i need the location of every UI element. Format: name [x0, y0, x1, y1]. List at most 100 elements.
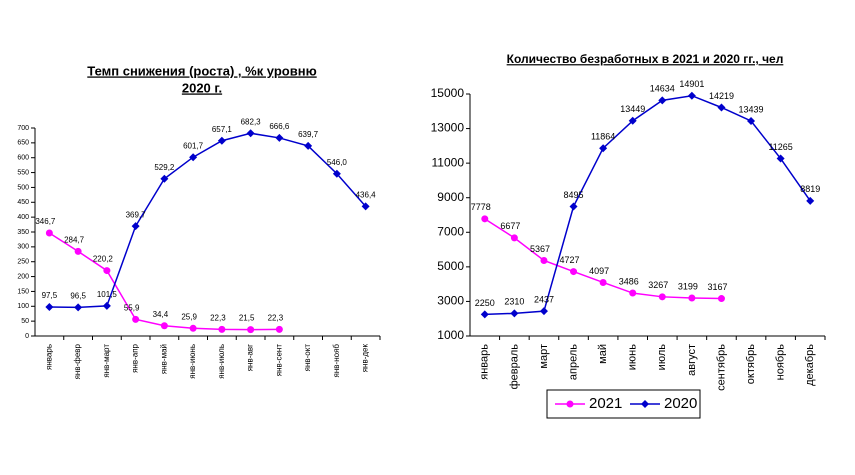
data-label: 14219: [709, 91, 734, 101]
data-label: 55,9: [124, 303, 140, 312]
point: [641, 400, 649, 408]
data-label: 22,3: [210, 313, 226, 322]
point: [806, 196, 815, 205]
x-tick-label: янв-сент: [274, 344, 283, 377]
point: [160, 174, 169, 183]
y-tick-label: 700: [17, 125, 29, 132]
y-tick-label: 250: [17, 259, 29, 266]
data-label: 5367: [530, 244, 550, 254]
data-label: 14901: [679, 79, 704, 89]
data-label: 14634: [650, 84, 675, 94]
x-tick-label: июль: [656, 344, 668, 371]
point: [776, 154, 785, 163]
point: [658, 293, 666, 301]
x-tick-label: август: [686, 344, 698, 376]
chart-title: Количество безработных в 2021 и 2020 гг.…: [507, 52, 784, 66]
point: [628, 116, 637, 125]
point: [569, 202, 578, 211]
x-tick-label: янв-нояб: [332, 344, 341, 378]
y-tick-label: 350: [17, 229, 29, 236]
point: [566, 400, 574, 408]
y-tick-label: 600: [17, 155, 29, 162]
data-label: 8495: [564, 190, 584, 200]
point: [74, 247, 82, 255]
point: [480, 310, 489, 319]
x-tick-label: октябрь: [745, 344, 757, 384]
x-tick-label: янв-май: [159, 344, 168, 374]
y-tick-label: 5000: [437, 259, 464, 273]
y-tick-label: 11000: [432, 155, 465, 169]
point: [539, 307, 548, 316]
x-tick-label: сентябрь: [715, 344, 727, 391]
point: [570, 268, 578, 276]
data-label: 11864: [591, 132, 615, 142]
data-label: 639,7: [298, 130, 319, 139]
y-tick-label: 15000: [431, 86, 465, 100]
data-label: 2310: [504, 297, 524, 307]
chart-title: 2020 г.: [182, 80, 222, 95]
point: [510, 309, 519, 318]
data-label: 11265: [768, 142, 792, 152]
data-label: 601,7: [183, 141, 204, 150]
point: [247, 326, 255, 334]
data-label: 657,1: [212, 125, 233, 134]
data-label: 13449: [620, 104, 645, 114]
data-label: 8819: [800, 184, 820, 194]
y-tick-label: 450: [17, 199, 29, 206]
point: [510, 234, 518, 242]
point: [717, 295, 725, 303]
data-label: 101,5: [97, 290, 118, 299]
point: [629, 289, 637, 297]
point: [189, 324, 197, 332]
point: [45, 229, 53, 237]
y-tick-label: 300: [17, 244, 29, 251]
x-tick-label: янв-июнь: [188, 344, 197, 379]
data-label: 3267: [648, 280, 668, 290]
point: [658, 96, 667, 105]
point: [132, 315, 140, 323]
data-label: 436,4: [356, 190, 377, 199]
point: [717, 103, 726, 112]
data-label: 4727: [560, 255, 580, 265]
y-tick-label: 100: [17, 303, 29, 310]
data-label: 2437: [534, 295, 554, 305]
data-label: 13439: [739, 104, 764, 114]
point: [160, 322, 168, 330]
data-label: 284,7: [64, 236, 85, 245]
point: [275, 325, 283, 333]
x-tick-label: февраль: [508, 344, 520, 390]
data-label: 25,9: [181, 312, 197, 321]
x-tick-label: ноябрь: [775, 344, 787, 381]
point: [103, 267, 111, 275]
x-tick-label: январь: [479, 344, 491, 380]
data-label: 2250: [475, 298, 495, 308]
legend-label: 2020: [664, 395, 697, 412]
point: [540, 257, 548, 265]
point: [218, 325, 226, 333]
y-tick-label: 1000: [437, 328, 464, 342]
x-tick-label: янв-апр: [131, 343, 140, 372]
point: [599, 144, 608, 153]
point: [687, 91, 696, 100]
point: [102, 301, 111, 310]
data-label: 97,5: [42, 291, 58, 300]
data-label: 96,5: [70, 291, 86, 300]
x-tick-label: янв-окт: [303, 344, 312, 372]
x-tick-label: май: [597, 344, 609, 364]
y-tick-label: 150: [17, 288, 29, 295]
point: [747, 116, 756, 125]
x-tick-label: январь: [44, 344, 53, 370]
point: [275, 133, 284, 142]
x-tick-label: янв-июль: [217, 344, 226, 379]
point: [45, 303, 54, 312]
data-label: 3486: [619, 276, 639, 286]
y-tick-label: 50: [21, 318, 29, 325]
point: [189, 153, 198, 162]
data-label: 6677: [500, 221, 520, 231]
data-label: 682,3: [241, 117, 262, 126]
legend-label: 2021: [589, 395, 622, 412]
data-label: 21,5: [239, 314, 255, 323]
point: [481, 215, 489, 223]
series-line: [49, 132, 367, 309]
y-tick-label: 0: [25, 333, 29, 340]
